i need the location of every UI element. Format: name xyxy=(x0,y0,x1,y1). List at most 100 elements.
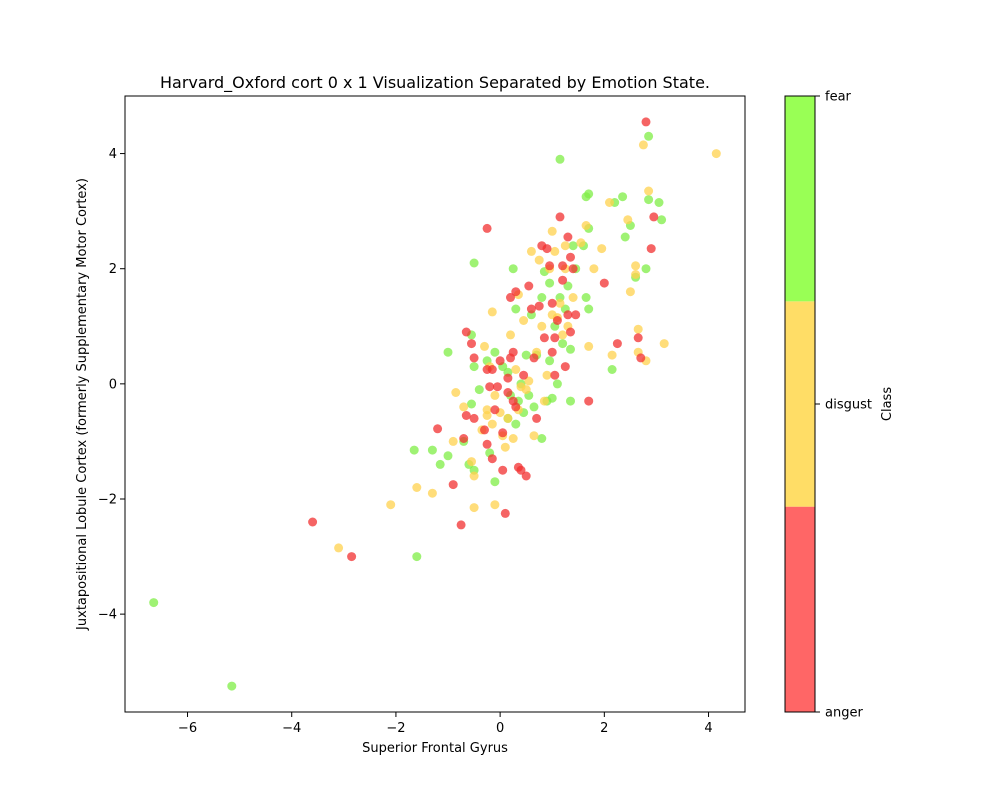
data-point-disgust xyxy=(459,402,469,412)
data-point-disgust xyxy=(508,434,518,443)
data-point-disgust xyxy=(555,298,565,308)
data-point-anger xyxy=(493,382,502,392)
data-point-anger xyxy=(461,411,471,420)
data-point-fear xyxy=(607,365,617,374)
data-point-disgust xyxy=(503,413,513,423)
data-point-disgust xyxy=(659,339,669,349)
data-point-disgust xyxy=(524,376,534,386)
data-point-disgust xyxy=(448,436,458,446)
data-point-disgust xyxy=(542,370,552,380)
x-tick-label: 2 xyxy=(600,721,608,736)
data-point-anger xyxy=(469,413,479,423)
data-point-disgust xyxy=(589,264,599,274)
data-point-fear xyxy=(537,434,547,443)
colorbar-tick-label: fear xyxy=(825,90,852,105)
data-point-fear xyxy=(641,264,651,274)
data-point-disgust xyxy=(623,215,633,225)
data-point-anger xyxy=(503,373,513,383)
data-point-anger xyxy=(649,212,659,222)
data-point-anger xyxy=(482,439,492,449)
x-tick-label: −6 xyxy=(178,721,197,736)
data-point-fear xyxy=(545,356,555,366)
data-point-anger xyxy=(563,310,573,320)
data-point-fear xyxy=(469,362,479,372)
data-point-anger xyxy=(566,327,575,337)
data-point-fear xyxy=(508,264,518,274)
colorbar-tick-label: disgust xyxy=(825,398,872,413)
data-point-disgust xyxy=(605,198,614,207)
colorbar-segment-anger xyxy=(785,506,815,712)
data-point-fear xyxy=(529,402,539,412)
data-point-fear xyxy=(644,195,654,205)
data-point-disgust xyxy=(631,261,641,271)
data-point-fear xyxy=(149,598,159,608)
x-tick-label: −4 xyxy=(282,721,301,736)
data-point-disgust xyxy=(607,350,617,360)
data-point-anger xyxy=(646,244,656,254)
data-point-disgust xyxy=(644,186,654,196)
data-point-anger xyxy=(558,261,568,271)
data-point-disgust xyxy=(558,330,568,340)
data-point-fear xyxy=(443,451,453,461)
x-axis-label: Superior Frontal Gyrus xyxy=(362,741,508,756)
data-point-anger xyxy=(547,298,557,308)
data-point-disgust xyxy=(550,246,560,256)
data-point-disgust xyxy=(480,341,489,351)
data-point-disgust xyxy=(537,321,547,331)
data-point-disgust xyxy=(334,543,344,553)
data-point-anger xyxy=(495,356,505,366)
data-point-anger xyxy=(555,212,565,222)
y-axis: −4 −2 0 2 4 xyxy=(98,147,125,623)
data-point-disgust xyxy=(521,385,531,395)
y-tick-label: 2 xyxy=(109,262,117,277)
data-point-anger xyxy=(558,275,568,285)
data-point-anger xyxy=(480,425,489,435)
data-point-anger xyxy=(456,520,466,530)
data-point-disgust xyxy=(534,255,544,265)
data-point-anger xyxy=(568,264,578,274)
data-point-fear xyxy=(443,347,453,357)
data-point-disgust xyxy=(487,419,497,429)
data-point-disgust xyxy=(568,293,578,302)
data-point-disgust xyxy=(469,471,479,481)
data-point-fear xyxy=(469,258,479,268)
data-point-anger xyxy=(547,347,557,357)
data-point-anger xyxy=(633,333,643,343)
data-point-anger xyxy=(532,413,542,423)
data-point-anger xyxy=(511,287,521,297)
data-point-disgust xyxy=(584,341,594,351)
data-point-fear xyxy=(568,241,578,251)
data-point-anger xyxy=(308,517,318,527)
data-point-disgust xyxy=(625,287,635,297)
data-point-disgust xyxy=(386,500,396,510)
data-point-fear xyxy=(654,198,664,207)
data-point-fear xyxy=(558,339,568,349)
data-point-disgust xyxy=(539,396,549,406)
data-point-disgust xyxy=(482,411,492,420)
chart-title: Harvard_Oxford cort 0 x 1 Visualization … xyxy=(160,73,710,93)
data-point-anger xyxy=(552,316,562,325)
y-tick-label: 4 xyxy=(109,147,117,162)
data-point-disgust xyxy=(487,307,497,317)
data-point-fear xyxy=(581,293,591,302)
data-point-anger xyxy=(500,508,510,518)
x-tick-label: −2 xyxy=(386,721,405,736)
data-point-anger xyxy=(347,552,357,562)
data-point-fear xyxy=(657,215,667,225)
data-point-anger xyxy=(459,434,469,443)
data-point-anger xyxy=(545,261,555,271)
x-axis: −6 −4 −2 0 2 4 xyxy=(178,712,713,736)
data-point-disgust xyxy=(529,431,539,441)
data-point-fear xyxy=(552,379,562,389)
data-point-anger xyxy=(433,424,443,434)
colorbar-tick-label: anger xyxy=(825,706,863,721)
data-point-fear xyxy=(227,681,237,691)
data-point-disgust xyxy=(467,457,476,467)
data-point-anger xyxy=(487,365,497,374)
data-point-fear xyxy=(409,445,419,455)
data-point-anger xyxy=(482,223,492,233)
colorbar-label: Class xyxy=(880,387,895,421)
data-point-fear xyxy=(537,293,547,302)
y-axis-label: Juxtapositional Lobule Cortex (formerly … xyxy=(75,178,90,631)
